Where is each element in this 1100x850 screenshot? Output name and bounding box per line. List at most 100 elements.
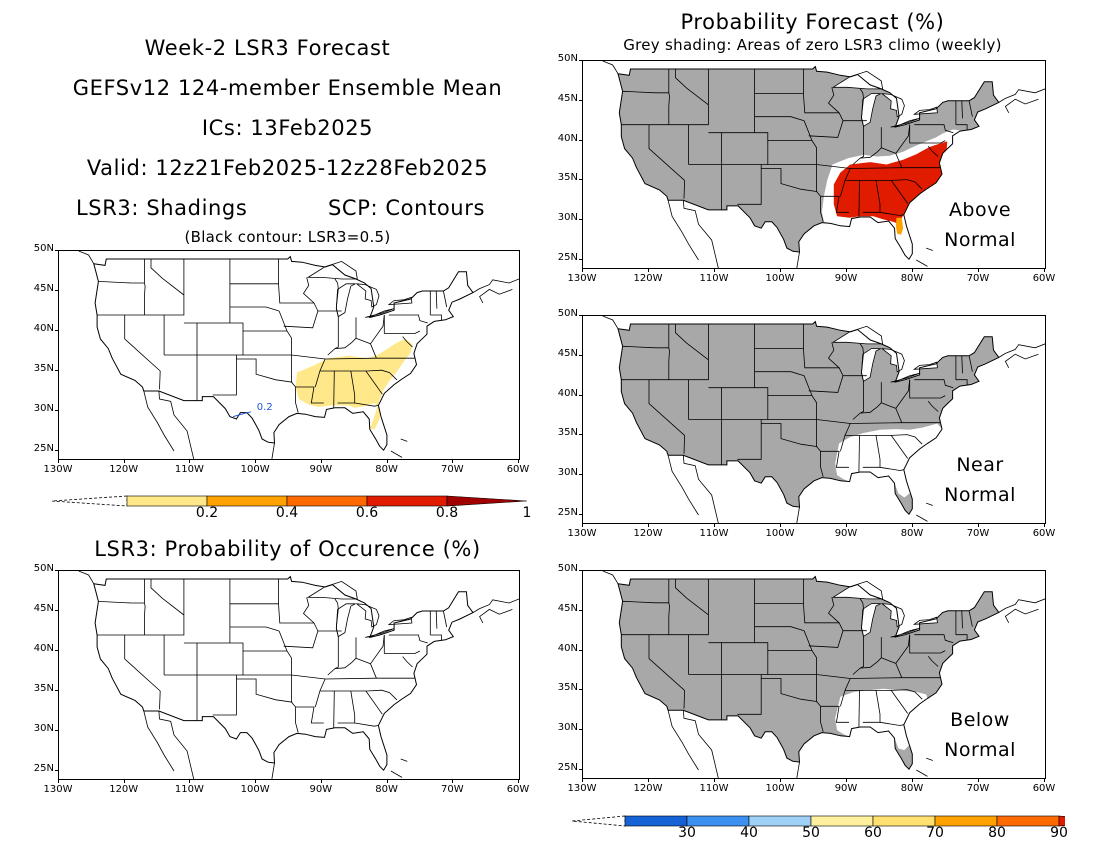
colorbar-label: 50 (802, 825, 820, 841)
latitude-tick (55, 330, 59, 331)
coastline (602, 571, 619, 584)
state-boundary (858, 180, 860, 218)
longitude-label: 60W (506, 464, 530, 475)
map-near-svg (602, 316, 1045, 523)
near-label-line1: Near (956, 454, 1004, 476)
latitude-tick (55, 730, 59, 731)
state-boundary (708, 642, 722, 720)
state-boundary (150, 259, 185, 296)
state-boundary (236, 358, 293, 383)
coastline (682, 200, 719, 268)
state-boundary (827, 597, 844, 631)
valid-period: Valid: 12z21Feb2025-12z28Feb2025 (86, 156, 489, 180)
state-boundary (968, 100, 973, 117)
black-contour-note: (Black contour: LSR3=0.5) (184, 228, 391, 246)
coastline (400, 758, 408, 762)
longitude-tick (912, 523, 913, 527)
state-boundary (183, 642, 198, 721)
state-boundary (808, 630, 867, 648)
state-boundary (909, 634, 946, 654)
state-boundary (914, 379, 954, 389)
latitude-tick (579, 609, 583, 611)
latitude-tick (579, 434, 583, 436)
great-lake-outline (355, 603, 380, 628)
latitude-label: 45N (33, 283, 54, 294)
state-boundary (721, 387, 812, 396)
state-boundary (862, 690, 881, 723)
longitude-tick (386, 459, 388, 463)
state-boundary (968, 610, 973, 627)
coastline (667, 710, 699, 771)
state-boundary (283, 310, 342, 329)
longitude-label: 90W (834, 528, 858, 539)
state-boundary (159, 370, 161, 390)
state-boundary (443, 610, 448, 628)
latitude-label: 40N (557, 642, 578, 654)
coastline (602, 61, 619, 74)
below-normal-map (582, 570, 1046, 779)
state-boundary (621, 579, 709, 636)
latitude-tick (579, 179, 583, 181)
latitude-tick (579, 570, 583, 571)
longitude-tick (714, 523, 715, 527)
state-boundary (334, 316, 339, 349)
state-boundary (622, 345, 669, 349)
state-boundary (858, 690, 860, 728)
state-boundary (435, 290, 438, 309)
coastline (158, 390, 195, 459)
latitude-tick (579, 769, 583, 771)
latitude-tick (55, 250, 59, 251)
colorbar-label: 60 (864, 825, 882, 841)
contours-label: SCP: Contours (328, 196, 485, 220)
latitude-tick (55, 370, 59, 371)
state-boundary (443, 290, 448, 308)
state-boundary (402, 336, 413, 348)
coastline (602, 316, 619, 329)
longitude-tick (912, 268, 913, 272)
latitude-label: 25N (557, 507, 578, 519)
state-boundary (236, 678, 293, 703)
state-boundary (721, 642, 812, 651)
longitude-label: 80W (900, 528, 924, 539)
near-label-line2: Normal (944, 484, 1016, 506)
latitude-tick (579, 394, 583, 396)
colorbar-label: 0.4 (275, 505, 299, 521)
state-boundary (334, 278, 339, 317)
above-normal-mid-prob (895, 217, 904, 235)
state-boundary (827, 342, 844, 376)
great-lake-outline (365, 628, 395, 638)
state-boundary (852, 637, 882, 675)
below-normal-label: Below Normal (930, 705, 1030, 765)
great-lake-outline (880, 93, 905, 118)
state-boundary (754, 626, 805, 632)
longitude-label: 70W (966, 528, 990, 539)
latitude-label: 30N (557, 212, 578, 224)
initial-conditions: ICs: 13Feb2025 (201, 116, 374, 140)
longitude-tick (978, 523, 979, 527)
longitude-label: 110W (699, 528, 729, 539)
state-boundary (803, 630, 817, 675)
state-boundary (367, 369, 398, 381)
state-boundary (914, 124, 954, 134)
longitude-label: 120W (633, 528, 663, 539)
coastline (158, 710, 195, 779)
state-boundary (890, 690, 909, 714)
shadings-label: LSR3: Shadings (76, 196, 248, 220)
conus-outline (93, 575, 474, 772)
coastline (916, 769, 928, 777)
latitude-tick (579, 60, 583, 61)
state-boundary (761, 678, 818, 702)
state-boundary (879, 211, 904, 216)
state-boundary (858, 435, 860, 473)
longitude-tick (648, 778, 649, 782)
state-boundary (860, 636, 864, 669)
coastline (400, 438, 408, 442)
longitude-tick (189, 459, 191, 463)
state-boundary (333, 690, 335, 728)
latitude-label: 40N (557, 387, 578, 399)
longitude-tick (780, 523, 781, 527)
state-boundary (708, 132, 722, 210)
coastline (479, 608, 513, 624)
latitude-tick (55, 610, 59, 611)
longitude-label: 110W (174, 464, 204, 475)
